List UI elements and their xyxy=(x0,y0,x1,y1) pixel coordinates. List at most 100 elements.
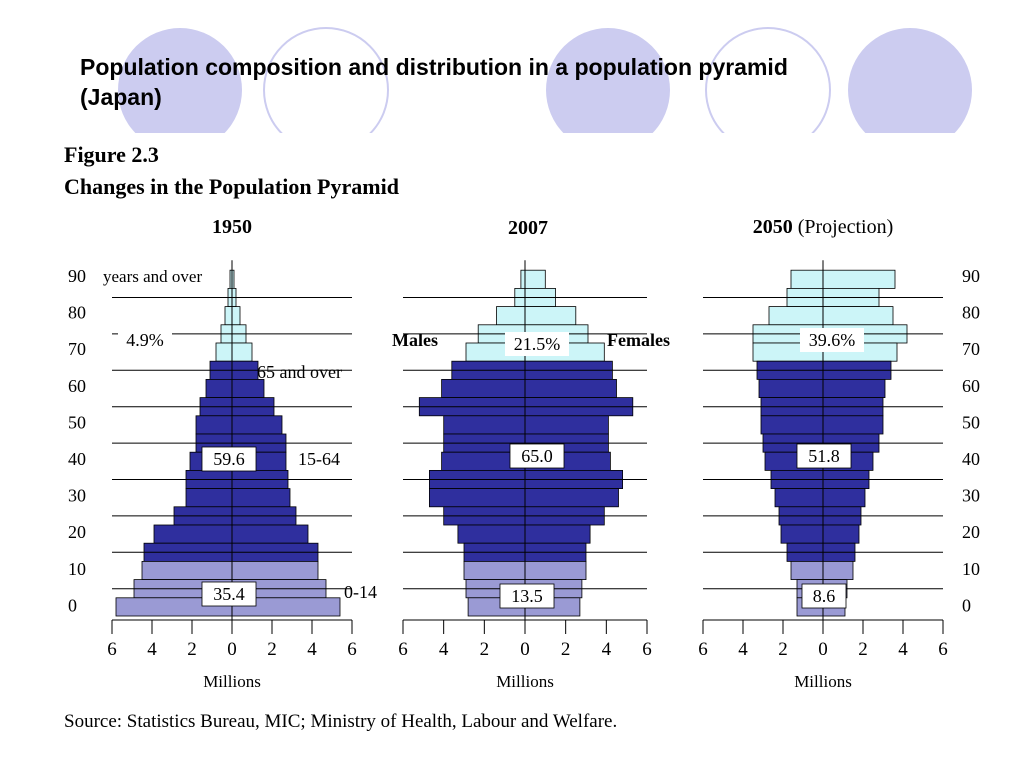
pyramid-1950: 6 4 2 0 2 4 6Millions19509080706050403020100ye… xyxy=(68,216,377,691)
value-label: 4.9% xyxy=(126,330,164,350)
females-label: Females xyxy=(607,330,670,350)
value-label: 21.5% xyxy=(514,334,561,354)
x-axis-label: Millions xyxy=(794,672,852,691)
decorative-circle xyxy=(263,27,389,140)
age-tick-label: 30 xyxy=(962,486,980,506)
bar-males-2007 xyxy=(496,306,526,326)
age-tick-label: 50 xyxy=(962,412,980,432)
x-tick-label: 2 xyxy=(187,639,197,660)
panel-title-suffix: (Projection) xyxy=(793,216,894,238)
bar-females-1950 xyxy=(231,415,283,435)
decorative-circle xyxy=(705,27,831,140)
bar-females-2050 xyxy=(822,524,860,544)
x-tick-label: 4 xyxy=(898,639,908,660)
bar-males-1950 xyxy=(205,378,233,398)
value-label-box xyxy=(499,583,555,609)
decorative-circle xyxy=(848,28,972,140)
bar-females-2050 xyxy=(822,415,884,435)
bar-males-2050 xyxy=(790,561,824,581)
age-tick-label: 90 xyxy=(68,266,86,286)
group-label: 0-14 xyxy=(344,582,377,602)
x-tick-label: 4 xyxy=(439,639,449,660)
value-label: 59.6 xyxy=(213,449,245,469)
bar-males-2007 xyxy=(443,415,526,435)
x-tick-label: 2 xyxy=(267,639,277,660)
bar-males-2007 xyxy=(457,524,526,544)
age-tick-label: 20 xyxy=(962,522,980,542)
x-tick-label: 0 xyxy=(818,639,828,660)
bar-females-1950 xyxy=(231,488,291,508)
figure-source: Source: Statistics Bureau, MIC; Ministry… xyxy=(64,711,617,732)
age-tick-label: 20 xyxy=(68,522,86,542)
age-tick-label: 80 xyxy=(68,303,86,323)
x-tick-label: 6 xyxy=(698,639,708,660)
bar-males-1950 xyxy=(185,488,233,508)
value-label-box xyxy=(509,443,565,469)
pyramid-panels: 6 4 2 0 2 4 6Millions19509080706050403020100ye… xyxy=(68,216,980,691)
panel-title: 2050 (Projection) xyxy=(753,216,894,238)
bar-females-2050 xyxy=(822,561,854,581)
value-label-box xyxy=(801,583,847,609)
age-tick-label: 0 xyxy=(68,595,77,615)
bar-females-1950 xyxy=(231,561,319,581)
value-label: 51.8 xyxy=(808,446,840,466)
x-tick-label: 4 xyxy=(307,639,317,660)
bar-males-1950 xyxy=(141,561,233,581)
bar-females-2050 xyxy=(822,306,894,326)
age-tick-label: 70 xyxy=(962,339,980,359)
bar-females-1950 xyxy=(231,378,265,398)
x-axis-label: Millions xyxy=(496,672,554,691)
x-axis-label: Millions xyxy=(203,672,261,691)
x-tick-label: 6 xyxy=(398,639,408,660)
value-label-box xyxy=(800,328,864,352)
decorative-circle xyxy=(118,28,242,140)
age-tick-label: 60 xyxy=(962,376,980,396)
decorative-circles xyxy=(0,27,1024,140)
figure-title: Changes in the Population Pyramid xyxy=(64,174,399,199)
age-tick-label: 90 xyxy=(962,266,980,286)
x-tick-label: 4 xyxy=(602,639,612,660)
age-tick-label: 0 xyxy=(962,595,971,615)
bar-males-1950 xyxy=(153,524,233,544)
bar-females-2007 xyxy=(524,488,619,508)
x-tick-label: 4 xyxy=(147,639,157,660)
value-label: 8.6 xyxy=(813,586,836,606)
bar-males-1950 xyxy=(224,306,233,326)
value-label: 39.6% xyxy=(809,330,856,350)
bar-females-2007 xyxy=(524,524,591,544)
age-tick-label: 40 xyxy=(68,449,86,469)
bar-females-1950 xyxy=(231,306,241,326)
age-tick-label: 60 xyxy=(68,376,86,396)
bar-males-1950 xyxy=(215,342,233,362)
males-label: Males xyxy=(392,330,438,350)
x-tick-label: 6 xyxy=(938,639,948,660)
slide-title-line-1: Population composition and distribution … xyxy=(80,54,788,80)
value-label-box xyxy=(201,581,257,607)
value-label-box xyxy=(201,446,257,472)
slide-title-line-2: (Japan) xyxy=(80,84,162,110)
x-tick-label: 6 xyxy=(642,639,652,660)
x-tick-label: 2 xyxy=(561,639,571,660)
slide-title: Population composition and distribution … xyxy=(80,52,980,112)
age-tick-label: 50 xyxy=(68,412,86,432)
bar-females-2050 xyxy=(822,378,886,398)
bar-males-2050 xyxy=(758,378,824,398)
bar-females-2007 xyxy=(524,269,546,289)
bar-males-2007 xyxy=(428,488,526,508)
x-tick-label: 2 xyxy=(858,639,868,660)
age-tick-label: 40 xyxy=(962,449,980,469)
bar-males-1950 xyxy=(195,415,233,435)
panel-title: 1950 xyxy=(212,216,252,238)
age-tick-label: 80 xyxy=(962,303,980,323)
age-tick-label: 10 xyxy=(68,559,86,579)
bar-females-2007 xyxy=(524,561,587,581)
bar-females-1950 xyxy=(231,342,253,362)
bar-males-2007 xyxy=(441,378,526,398)
bar-males-2050 xyxy=(760,415,824,435)
x-tick-label: 2 xyxy=(778,639,788,660)
value-label: 35.4 xyxy=(213,584,245,604)
age-tick-label: 30 xyxy=(68,486,86,506)
bar-males-2007 xyxy=(520,269,526,289)
decorative-circle xyxy=(546,28,670,140)
